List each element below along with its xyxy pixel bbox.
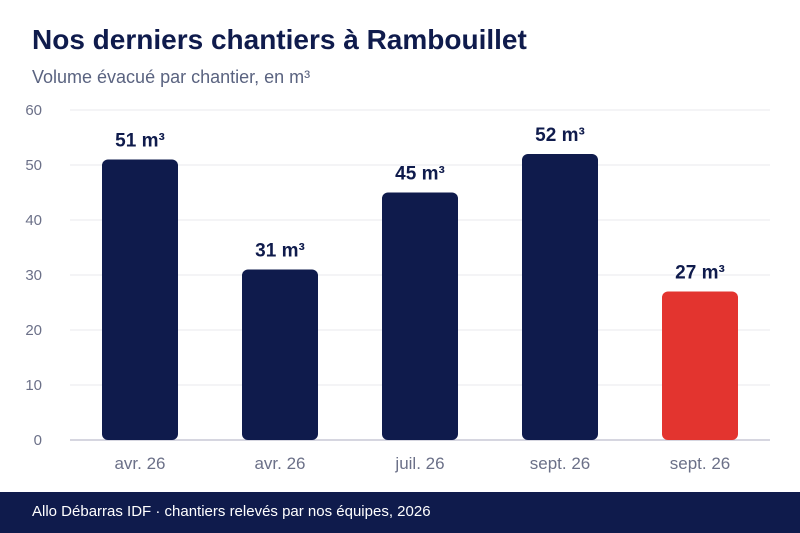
y-tick-label: 10 [25,377,42,394]
footer-bar: Allo Débarras IDF · chantiers relevés pa… [0,492,800,533]
y-tick-label: 40 [25,212,42,229]
bar-data-label: 31 m³ [255,241,305,262]
bar [382,192,458,440]
bar-data-label: 45 m³ [395,164,445,185]
bar [662,291,738,440]
y-tick-label: 30 [25,267,42,284]
y-tick-label: 0 [34,432,42,449]
bar [102,159,178,440]
x-tick-label: juil. 26 [394,454,444,473]
chart-title: Nos derniers chantiers à Rambouillet [32,24,527,55]
x-tick-label: avr. 26 [114,454,165,473]
x-tick-label: avr. 26 [254,454,305,473]
bar [522,154,598,440]
y-tick-label: 20 [25,322,42,339]
footer-source-text: Allo Débarras IDF · chantiers relevés pa… [32,503,431,520]
bar-data-label: 52 m³ [535,125,585,146]
x-tick-label: sept. 26 [530,454,591,473]
x-tick-label: sept. 26 [670,454,731,473]
bar [242,269,318,440]
y-tick-label: 50 [25,157,42,174]
chart-subtitle: Volume évacué par chantier, en m³ [32,67,311,87]
bar-data-label: 51 m³ [115,131,165,152]
bar-data-label: 27 m³ [675,263,725,284]
y-tick-label: 60 [25,102,42,119]
